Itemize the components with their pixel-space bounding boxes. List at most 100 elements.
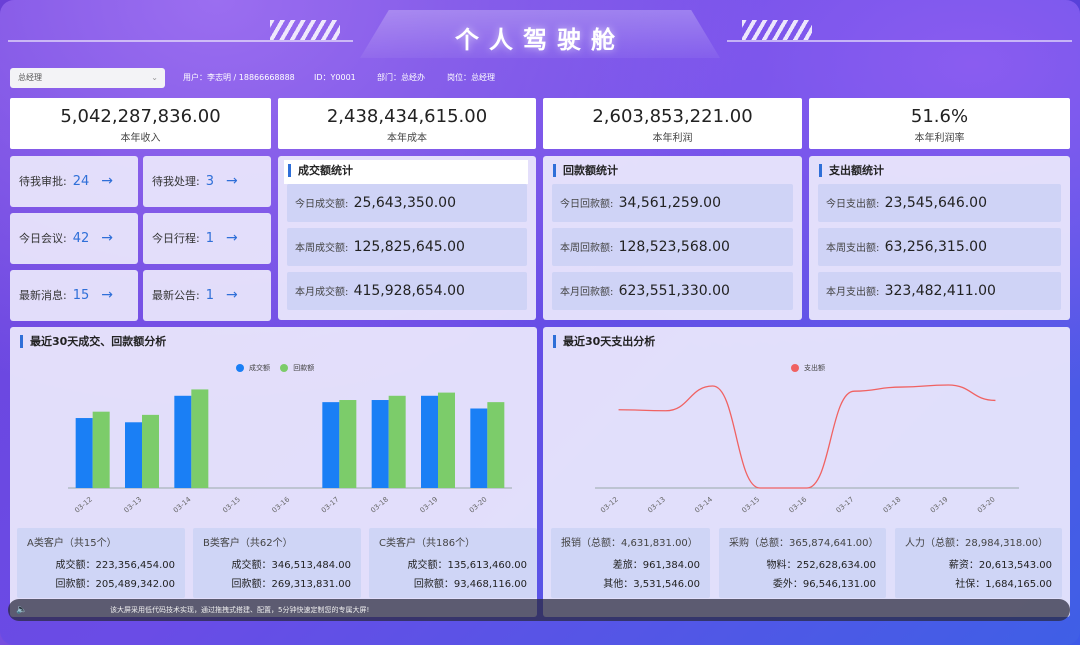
chevron-down-icon: ⌄ [151, 73, 158, 82]
stat-value: 34,561,259.00 [618, 195, 721, 211]
marquee-bar: 🔈 该大屏采用低代码技术实现，通过拖拽式搭建、配置，5分钟快速定制您的专属大屏! [8, 599, 1070, 621]
expense-card-head: 人力（总额：28,984,318.00） [905, 538, 1049, 549]
task-label: 最新消息: [19, 289, 67, 302]
customer-deal: 成交额：135,613,460.00 [407, 560, 527, 571]
x-tick-label: 03-16 [788, 495, 809, 515]
stat-row-today: 今日支出额: 23,545,646.00 [818, 184, 1061, 222]
kpi-card-revenue: 5,042,287,836.00 本年收入 [10, 98, 271, 149]
bar-deal-03-14 [174, 395, 192, 488]
marquee-text: 该大屏采用低代码技术实现，通过拖拽式搭建、配置，5分钟快速定制您的专属大屏! [110, 606, 370, 614]
task-announcements[interactable]: 最新公告: 1 → [143, 270, 271, 321]
stat-value: 128,523,568.00 [618, 239, 730, 255]
kpi-label: 本年利润 [652, 133, 693, 144]
expense-card-reimburse: 报销（总额：4,631,831.00） 差旅：961,384.00 其他：3,5… [551, 528, 710, 598]
panel-title: 最近30天支出分析 [553, 335, 655, 348]
stat-label: 本周回款额: [560, 243, 614, 254]
bar-deal-03-19 [421, 395, 438, 488]
arrow-right-icon: → [226, 173, 238, 189]
stat-value: 323,482,411.00 [884, 283, 996, 299]
task-count: 15 [72, 288, 90, 303]
bar-refund-03-12 [92, 411, 110, 488]
customer-card-c: C类客户（共186个） 成交额：135,613,460.00 回款额：93,46… [369, 528, 537, 598]
role-select[interactable]: 总经理 ⌄ [10, 68, 165, 88]
panel-title-bg [284, 160, 528, 184]
x-tick-label: 03-16 [271, 495, 292, 515]
expense-card-head: 采购（总额：365,874,641.00） [729, 538, 879, 549]
stat-label: 本月成交额: [295, 287, 349, 298]
task-pending-handle[interactable]: 待我处理: 3 → [143, 156, 271, 207]
stat-value: 125,825,645.00 [353, 239, 465, 255]
user-name: 用户：李志明 / 18866668888 [183, 73, 295, 82]
kpi-label: 本年收入 [120, 133, 161, 144]
bar-deal-03-20 [470, 408, 488, 488]
kpi-value: 51.6% [910, 106, 969, 127]
panel-title: 回款额统计 [553, 164, 618, 177]
x-tick-label: 03-20 [468, 495, 489, 514]
stat-value: 23,545,646.00 [884, 195, 987, 211]
legend-label-deal: 成交额 [249, 364, 270, 372]
x-tick-label: 03-12 [73, 495, 94, 514]
kpi-value: 2,603,853,221.00 [592, 106, 753, 127]
stat-row-month: 本月回款额: 623,551,330.00 [552, 272, 793, 310]
customer-refund: 回款额：205,489,342.00 [55, 579, 175, 590]
x-tick-label: 03-20 [976, 495, 997, 514]
stat-label: 今日支出额: [826, 199, 880, 210]
customer-card-head: B类客户（共62个） [203, 538, 293, 549]
bar-chart: 03-12 03-13 03-14 03-15 03-16 03-17 03-18 03-19… [68, 389, 512, 515]
expense-item: 物料：252,628,634.00 [766, 560, 876, 571]
kpi-label: 本年成本 [387, 133, 427, 144]
user-post: 岗位：总经理 [447, 73, 495, 82]
arrow-right-icon: → [226, 230, 238, 246]
speaker-icon[interactable]: 🔈 [16, 605, 28, 615]
legend-dot-deal [236, 364, 244, 372]
stat-value: 25,643,350.00 [353, 195, 456, 211]
task-messages[interactable]: 最新消息: 15 → [10, 270, 138, 321]
bar-deal-03-17 [322, 402, 340, 488]
user-dept: 部门：总经办 [377, 73, 425, 82]
task-label: 待我处理: [152, 175, 200, 188]
bar-deal-03-12 [75, 418, 93, 488]
role-select-value: 总经理 [18, 73, 42, 82]
bar-refund-03-18 [388, 395, 406, 488]
legend-label-expense: 支出额 [804, 364, 825, 372]
expense-card-head: 报销（总额：4,631,831.00） [561, 538, 698, 549]
kpi-card-cost: 2,438,434,615.00 本年成本 [278, 98, 536, 149]
x-tick-label: 03-18 [369, 495, 390, 514]
task-count: 3 [205, 174, 214, 189]
bar-deal-03-18 [371, 400, 389, 488]
expense-item: 其他：3,531,546.00 [603, 579, 700, 590]
expense-item: 薪资：20,613,543.00 [948, 560, 1052, 571]
task-pending-approval[interactable]: 待我审批: 24 → [10, 156, 138, 207]
task-meetings[interactable]: 今日会议: 42 → [10, 213, 138, 264]
customer-card-head: A类客户（共15个） [27, 538, 117, 549]
customer-deal: 成交额：346,513,484.00 [231, 560, 351, 571]
stat-value: 623,551,330.00 [618, 283, 730, 299]
task-label: 今日会议: [19, 232, 67, 245]
task-count: 24 [72, 174, 90, 189]
stat-row-week: 本周成交额: 125,825,645.00 [287, 228, 527, 266]
expense-item: 社保：1,684,165.00 [955, 579, 1052, 590]
task-schedule[interactable]: 今日行程: 1 → [143, 213, 271, 264]
stat-row-month: 本月成交额: 415,928,654.00 [287, 272, 527, 310]
arrow-right-icon: → [101, 287, 113, 303]
x-tick-label: 03-13 [646, 495, 667, 514]
x-tick-label: 03-19 [419, 495, 440, 514]
refund-stats-panel: 回款额统计 今日回款额: 34,561,259.00 本周回款额: 128,52… [543, 156, 802, 320]
bar-refund-03-13 [142, 414, 159, 488]
deal-stats-panel: 成交额统计 今日成交额: 25,643,350.00 本周成交额: 125,82… [278, 156, 536, 320]
customer-refund: 回款额：269,313,831.00 [231, 579, 351, 590]
stat-label: 今日成交额: [295, 199, 349, 210]
legend-dot-expense [791, 364, 799, 372]
x-tick-label: 03-15 [740, 495, 761, 514]
stat-label: 本月回款额: [560, 287, 614, 298]
stat-row-week: 本周回款额: 128,523,568.00 [552, 228, 793, 266]
arrow-right-icon: → [101, 230, 113, 246]
bar-deal-03-13 [125, 422, 142, 488]
bar-refund-03-17 [339, 400, 357, 488]
bar-refund-03-20 [487, 402, 505, 488]
x-tick-label: 03-18 [882, 495, 903, 514]
x-tick-label: 03-15 [221, 495, 242, 514]
kpi-card-profit: 2,603,853,221.00 本年利润 [543, 98, 802, 149]
header: 个人驾驶舱 [0, 0, 1080, 60]
